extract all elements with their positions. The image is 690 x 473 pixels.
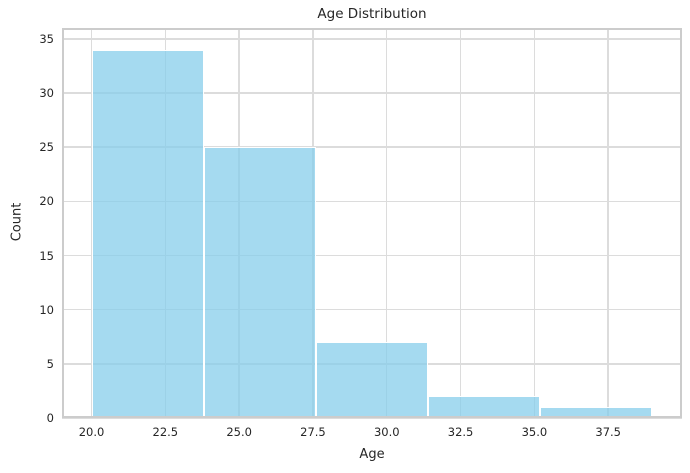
y-tick-label: 35 <box>39 31 54 46</box>
x-gridline <box>533 28 536 418</box>
y-tick-label: 10 <box>39 302 54 317</box>
histogram-bar <box>540 407 653 418</box>
y-gridline <box>62 308 682 311</box>
x-tick-label: 35.0 <box>521 425 548 439</box>
x-tick-label: 20.0 <box>78 425 105 439</box>
y-tick-label: 15 <box>39 248 54 263</box>
plot-area <box>62 28 682 419</box>
x-gridline <box>386 28 388 418</box>
y-axis-label: Count <box>9 202 25 242</box>
y-tick-label: 20 <box>39 194 54 209</box>
y-gridline <box>62 254 682 257</box>
x-tick-label: 30.0 <box>373 425 400 439</box>
y-tick-label: 25 <box>39 140 54 155</box>
y-tick-label: 5 <box>46 356 54 371</box>
chart-title: Age Distribution <box>317 6 427 22</box>
x-gridline <box>90 28 93 418</box>
x-tick-label: 32.5 <box>447 425 474 439</box>
x-axis-label: Age <box>359 447 385 462</box>
x-gridline <box>459 28 462 418</box>
histogram-bar <box>315 342 429 418</box>
y-gridline <box>62 200 682 203</box>
y-gridline <box>62 146 682 148</box>
x-tick-label: 22.5 <box>152 425 179 439</box>
y-gridline <box>62 92 682 94</box>
y-gridline <box>62 38 682 40</box>
y-tick-label: 0 <box>46 411 54 425</box>
x-tick-label: 27.5 <box>300 425 326 439</box>
histogram-bar <box>428 396 541 418</box>
x-gridline <box>607 28 609 418</box>
y-tick-label: 30 <box>39 86 54 100</box>
x-tick-label: 37.5 <box>595 425 621 439</box>
histogram-bar <box>203 147 316 418</box>
x-tick-label: 25.0 <box>226 425 252 439</box>
histogram-bar <box>91 49 204 418</box>
